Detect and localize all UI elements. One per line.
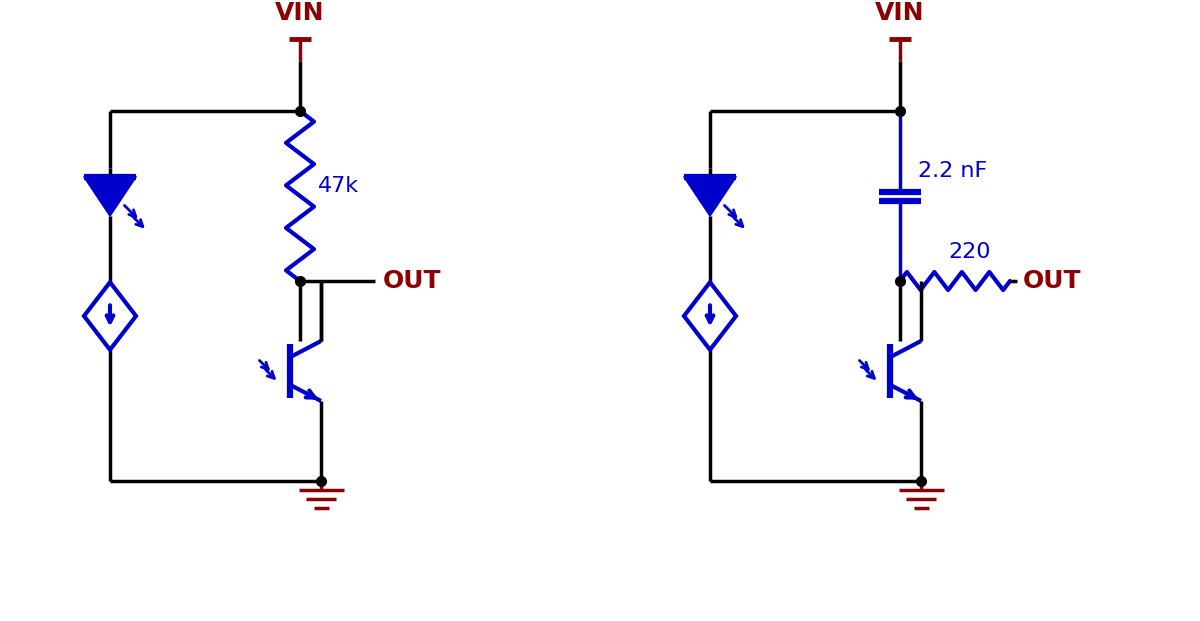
Text: VIN: VIN: [275, 1, 325, 25]
Text: 2.2 nF: 2.2 nF: [918, 161, 986, 181]
Text: VIN: VIN: [875, 1, 925, 25]
Text: OUT: OUT: [1022, 269, 1081, 293]
Text: 47k: 47k: [318, 176, 359, 196]
Polygon shape: [684, 176, 736, 215]
Text: OUT: OUT: [383, 269, 442, 293]
Polygon shape: [84, 176, 136, 215]
Text: 220: 220: [949, 242, 991, 262]
